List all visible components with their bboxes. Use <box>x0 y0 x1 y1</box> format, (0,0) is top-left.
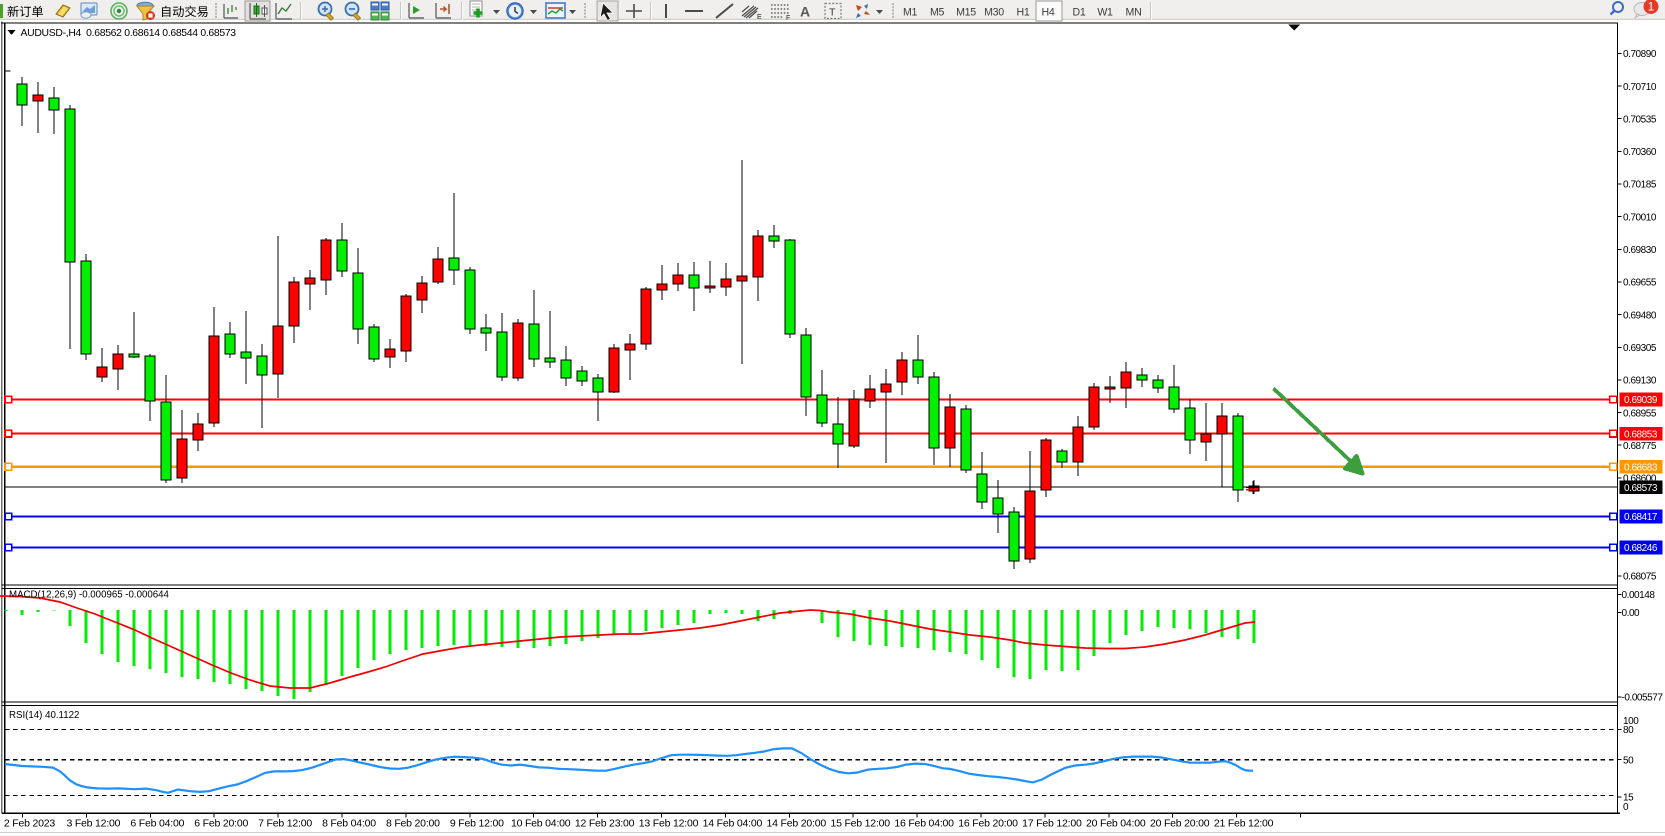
svg-text:0.68683: 0.68683 <box>1624 463 1658 474</box>
svg-text:W1: W1 <box>1097 6 1113 18</box>
svg-text:0.68955: 0.68955 <box>1623 408 1657 419</box>
svg-text:-0.005577: -0.005577 <box>1622 693 1664 704</box>
svg-text:D1: D1 <box>1073 6 1086 18</box>
svg-text:AUDUSD-,H4 0.68562 0.68614 0.: AUDUSD-,H4 0.68562 0.68614 0.68544 0.685… <box>21 28 237 39</box>
svg-text:0.70185: 0.70185 <box>1623 180 1657 191</box>
svg-text:0.69655: 0.69655 <box>1623 278 1657 289</box>
svg-text:6 Feb 04:00: 6 Feb 04:00 <box>130 818 184 830</box>
svg-text:80: 80 <box>1623 725 1634 736</box>
svg-text:6 Feb 20:00: 6 Feb 20:00 <box>194 818 248 830</box>
svg-text:0.69305: 0.69305 <box>1623 343 1657 354</box>
svg-text:MACD(12,26,9) -0.000965 -0.000: MACD(12,26,9) -0.000965 -0.000644 <box>9 589 170 600</box>
svg-text:17 Feb 12:00: 17 Feb 12:00 <box>1022 818 1082 830</box>
svg-text:M1: M1 <box>903 6 918 18</box>
svg-text:E: E <box>757 14 762 21</box>
svg-text:16 Feb 20:00: 16 Feb 20:00 <box>958 818 1018 830</box>
svg-text:0.68075: 0.68075 <box>1623 572 1657 583</box>
svg-text:15 Feb 12:00: 15 Feb 12:00 <box>830 818 890 830</box>
svg-text:3 Feb 12:00: 3 Feb 12:00 <box>66 818 120 830</box>
svg-text:M15: M15 <box>956 6 976 18</box>
svg-text:14 Feb 04:00: 14 Feb 04:00 <box>703 818 763 830</box>
svg-text:0.69480: 0.69480 <box>1623 310 1657 321</box>
svg-text:2 Feb 2023: 2 Feb 2023 <box>4 818 55 830</box>
svg-text:0.69130: 0.69130 <box>1623 376 1657 387</box>
svg-text:M30: M30 <box>984 6 1004 18</box>
svg-text:H4: H4 <box>1042 6 1055 18</box>
svg-text:0.70010: 0.70010 <box>1623 212 1657 223</box>
svg-text:A: A <box>800 4 810 20</box>
svg-text:0.68246: 0.68246 <box>1624 543 1658 554</box>
svg-text:RSI(14) 40.1122: RSI(14) 40.1122 <box>9 710 79 721</box>
svg-text:8 Feb 20:00: 8 Feb 20:00 <box>386 818 440 830</box>
svg-text:0.70710: 0.70710 <box>1623 82 1657 93</box>
svg-text:0.00148: 0.00148 <box>1622 590 1656 601</box>
svg-text:T: T <box>829 7 836 19</box>
svg-text:1: 1 <box>1648 2 1654 14</box>
svg-text:9 Feb 12:00: 9 Feb 12:00 <box>450 818 504 830</box>
svg-text:13 Feb 12:00: 13 Feb 12:00 <box>639 818 699 830</box>
svg-text:20 Feb 04:00: 20 Feb 04:00 <box>1086 818 1146 830</box>
svg-text:15: 15 <box>1623 793 1634 804</box>
svg-text:0.70535: 0.70535 <box>1623 114 1657 125</box>
svg-text:0.70360: 0.70360 <box>1623 147 1657 158</box>
svg-text:7 Feb 12:00: 7 Feb 12:00 <box>258 818 312 830</box>
svg-text:21 Feb 12:00: 21 Feb 12:00 <box>1214 818 1274 830</box>
svg-text:100: 100 <box>1623 716 1639 727</box>
svg-text:20 Feb 20:00: 20 Feb 20:00 <box>1150 818 1210 830</box>
svg-text:0.68417: 0.68417 <box>1624 512 1658 523</box>
svg-text:M5: M5 <box>930 6 945 18</box>
svg-text:0.68853: 0.68853 <box>1624 429 1658 440</box>
svg-text:12 Feb 23:00: 12 Feb 23:00 <box>575 818 635 830</box>
svg-text:8 Feb 04:00: 8 Feb 04:00 <box>322 818 376 830</box>
svg-text:50: 50 <box>1623 755 1634 766</box>
svg-text:0.00: 0.00 <box>1622 608 1641 619</box>
svg-text:0: 0 <box>1623 802 1629 813</box>
svg-text:0.68775: 0.68775 <box>1623 441 1657 452</box>
svg-text:0.68573: 0.68573 <box>1624 483 1658 494</box>
svg-text:H1: H1 <box>1017 6 1030 18</box>
svg-text:0.68600: 0.68600 <box>1623 474 1657 485</box>
svg-text:14 Feb 20:00: 14 Feb 20:00 <box>767 818 827 830</box>
svg-text:0.69039: 0.69039 <box>1624 395 1658 406</box>
svg-text:0.69830: 0.69830 <box>1623 245 1657 256</box>
svg-text:0.70890: 0.70890 <box>1623 49 1657 60</box>
svg-text:MN: MN <box>1126 6 1142 18</box>
svg-text:10 Feb 04:00: 10 Feb 04:00 <box>511 818 571 830</box>
svg-text:16 Feb 04:00: 16 Feb 04:00 <box>894 818 954 830</box>
svg-text:F: F <box>786 15 790 22</box>
